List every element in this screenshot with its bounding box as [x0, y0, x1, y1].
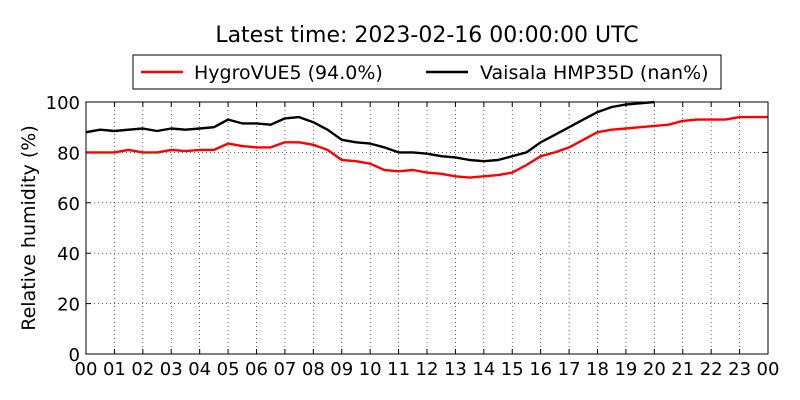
y-tick-label: 40	[57, 244, 80, 265]
y-tick-label: 0	[69, 345, 80, 366]
x-tick-label: 02	[131, 359, 154, 380]
series-line-hygrovue5	[86, 115, 768, 179]
ticks: 00 01 02 03 04 05 06 07 08 09 10 11 12 13 14 15 16 17 18 19…	[46, 93, 780, 380]
x-tick-label: 20	[643, 359, 666, 380]
x-tick-label: 11	[387, 359, 410, 380]
x-tick-label: 04	[188, 359, 211, 380]
plot-frame	[85, 101, 769, 355]
x-tick-label: 00	[757, 359, 780, 380]
x-tick-label: 03	[160, 359, 183, 380]
series-line-vaisala-hmp35d	[85, 100, 655, 163]
y-tick-label: 20	[57, 295, 80, 316]
series-lines	[85, 100, 768, 179]
x-tick-label: 12	[416, 359, 439, 380]
chart-title: Latest time: 2023-02-16 00:00:00 UTC	[215, 23, 638, 48]
x-tick-label: 19	[614, 359, 637, 380]
y-axis-label: Relative humidity (%)	[18, 125, 40, 330]
y-tick-label: 60	[57, 194, 80, 215]
legend: HygroVUE5 (94.0%) Vaisala HMP35D (nan%)	[132, 54, 722, 90]
x-tick-label: 16	[529, 359, 552, 380]
x-tick-label: 00	[75, 359, 98, 380]
x-tick-label: 05	[217, 359, 240, 380]
x-tick-label: 08	[302, 359, 325, 380]
x-tick-label: 14	[472, 359, 495, 380]
x-tick-label: 15	[501, 359, 524, 380]
x-tick-label: 22	[700, 359, 723, 380]
x-tick-label: 23	[728, 359, 751, 380]
legend-label-vaisala: Vaisala HMP35D (nan%)	[480, 62, 709, 84]
x-tick-label: 01	[103, 359, 126, 380]
grid	[86, 102, 768, 354]
x-tick-label: 18	[586, 359, 609, 380]
legend-label-hygrovue: HygroVUE5 (94.0%)	[194, 62, 383, 84]
x-tick-label: 07	[273, 359, 296, 380]
x-tick-label: 10	[359, 359, 382, 380]
x-tick-label: 21	[671, 359, 694, 380]
x-tick-label: 17	[558, 359, 581, 380]
y-tick-label: 80	[57, 143, 80, 164]
y-tick-label: 100	[46, 93, 80, 114]
x-tick-label: 06	[245, 359, 268, 380]
x-tick-label: 09	[330, 359, 353, 380]
x-tick-label: 13	[444, 359, 467, 380]
